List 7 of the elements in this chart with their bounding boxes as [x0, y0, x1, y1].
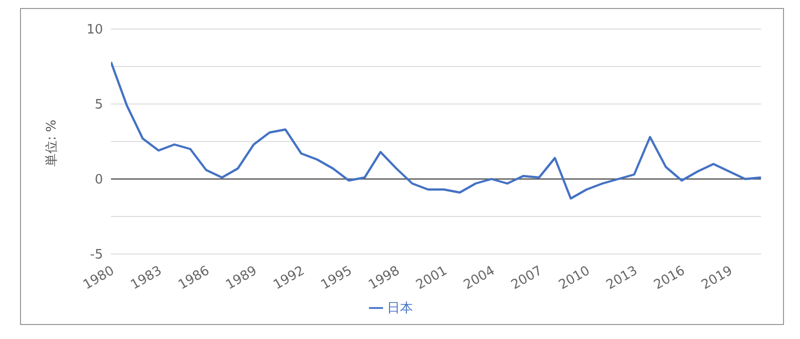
legend-label: 日本: [387, 301, 413, 316]
y-tick-label: 0: [94, 172, 103, 188]
y-tick-label: 5: [94, 98, 103, 113]
y-tick-label: -5: [90, 248, 103, 263]
y-tick-label: 10: [86, 22, 103, 38]
y-axis-title: 単位: %: [44, 120, 60, 166]
line-series: [111, 60, 761, 200]
